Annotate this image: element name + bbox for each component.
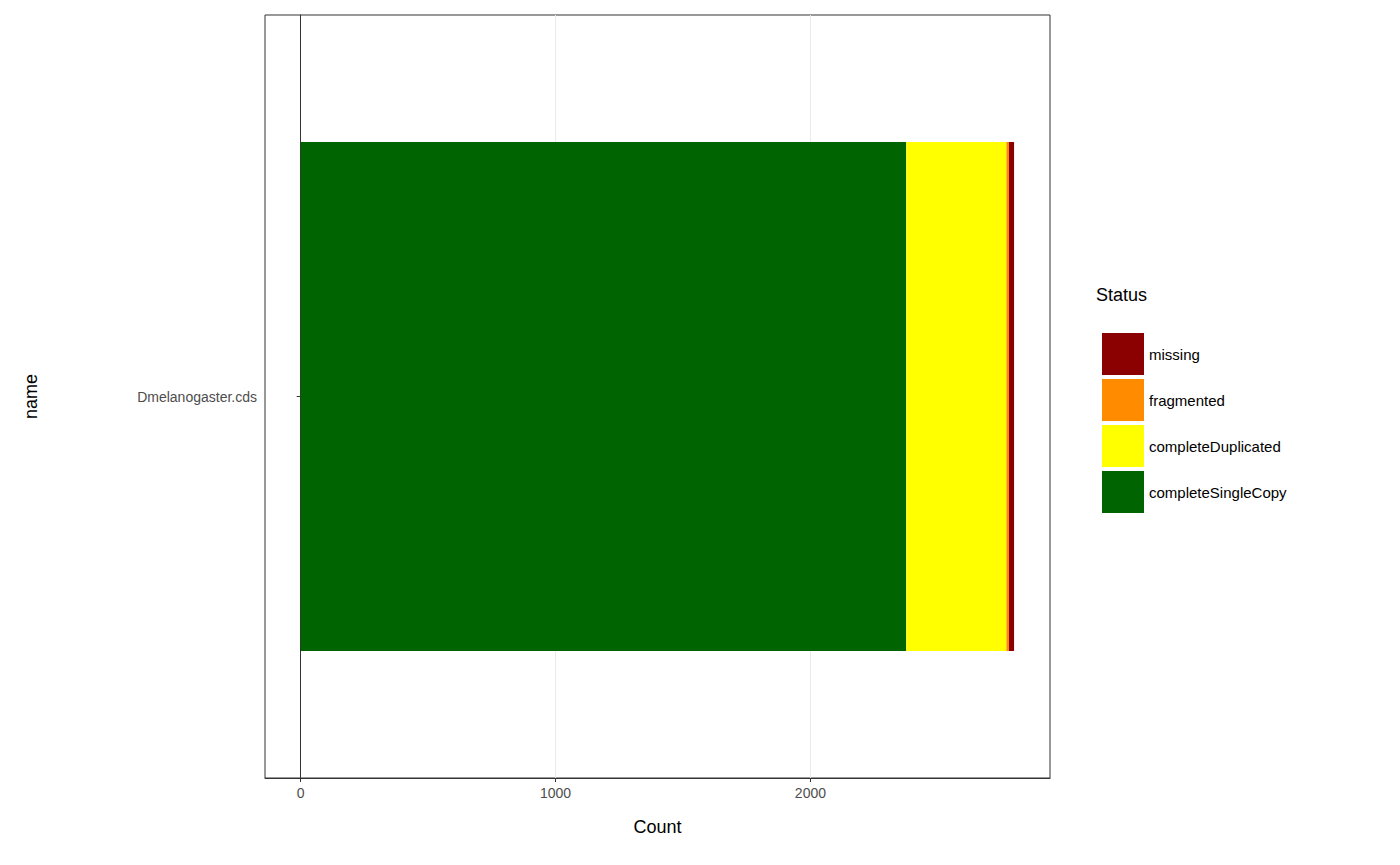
svg-text:Dmelanogaster.cds: Dmelanogaster.cds [137, 389, 257, 405]
svg-text:2000: 2000 [795, 785, 826, 801]
svg-text:completeDuplicated: completeDuplicated [1149, 438, 1281, 455]
svg-text:fragmented: fragmented [1149, 392, 1225, 409]
svg-text:0: 0 [297, 785, 305, 801]
svg-text:Count: Count [633, 817, 681, 837]
svg-text:name: name [21, 374, 41, 419]
svg-text:missing: missing [1149, 346, 1200, 363]
svg-text:Status: Status [1096, 285, 1147, 305]
svg-text:1000: 1000 [540, 785, 571, 801]
svg-text:completeSingleCopy: completeSingleCopy [1149, 484, 1287, 501]
